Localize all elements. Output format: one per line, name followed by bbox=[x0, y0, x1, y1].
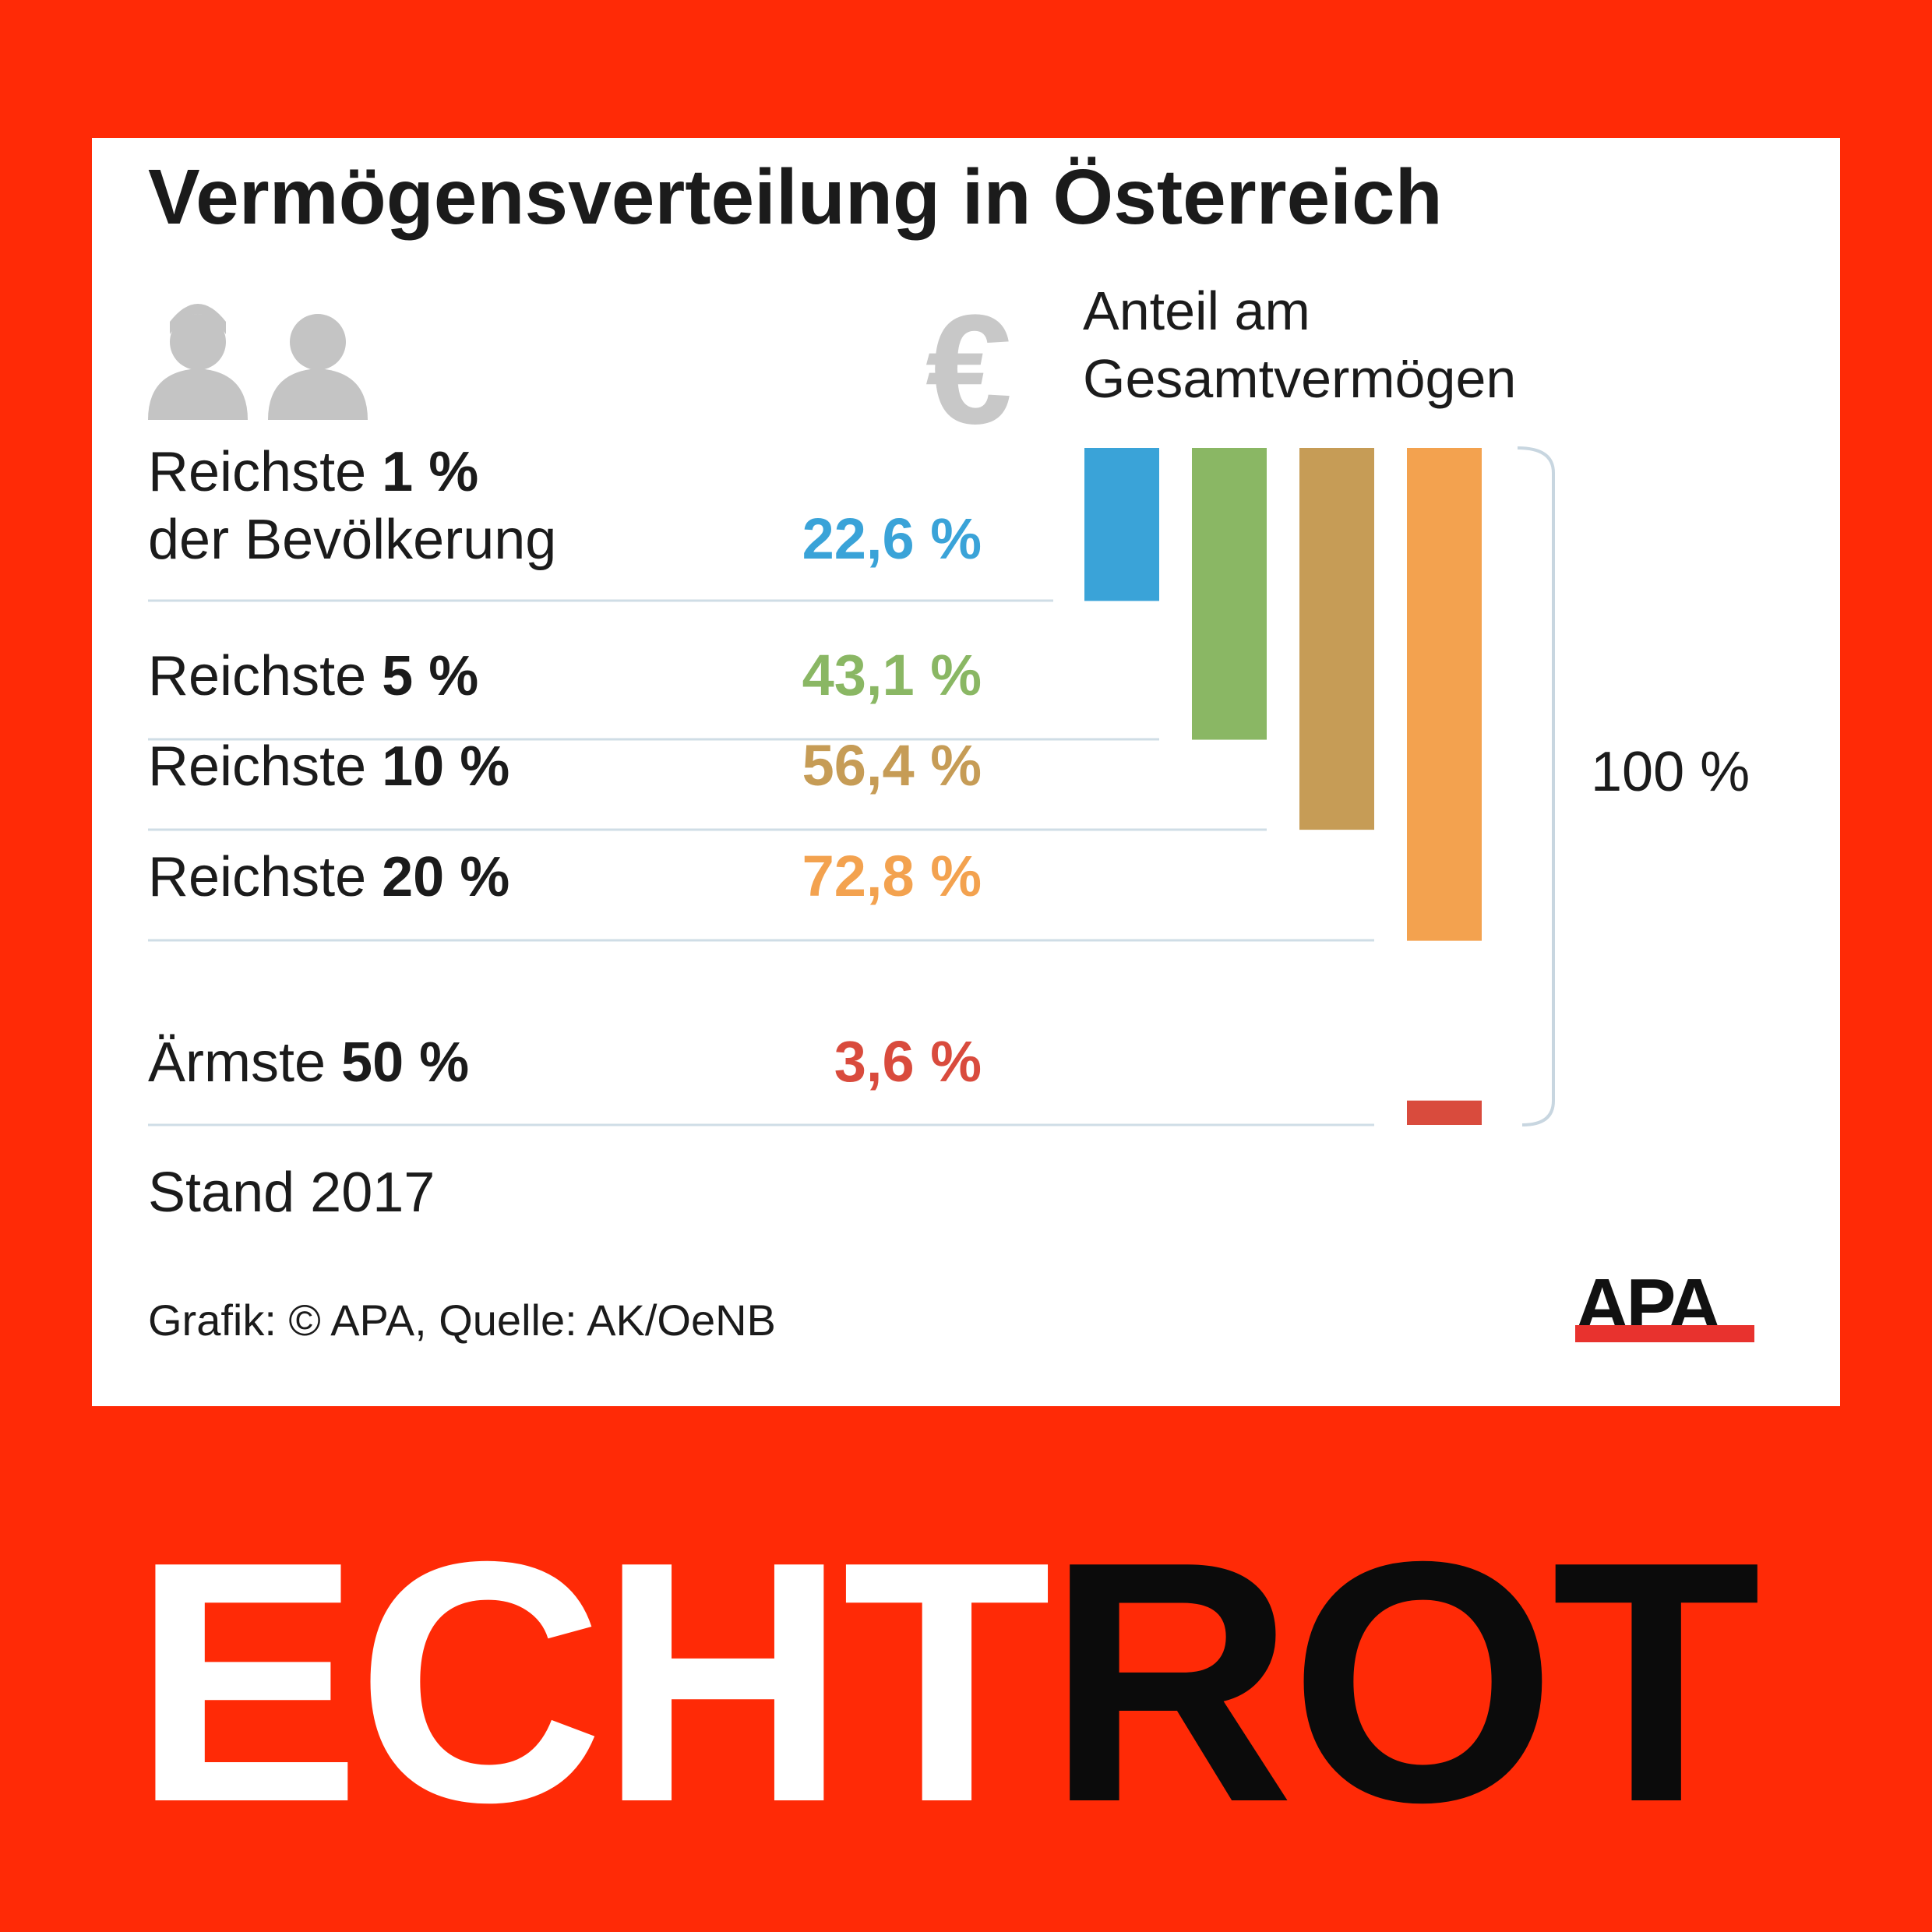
total-bracket bbox=[1517, 446, 1555, 1126]
category-prefix: Reichste bbox=[148, 645, 382, 707]
brand-part-1: ECHT bbox=[132, 1491, 1052, 1874]
people-icon bbox=[148, 304, 368, 420]
bar bbox=[1407, 448, 1482, 941]
value-label: 22,6 % bbox=[802, 506, 982, 571]
category-label: Reichste 20 % bbox=[148, 846, 509, 908]
category-group: 1 % bbox=[382, 441, 478, 503]
apa-logo-bar bbox=[1575, 1325, 1754, 1342]
category-label: Ärmste 50 % bbox=[148, 1031, 469, 1094]
category-suffix: der Bevölkerung bbox=[148, 509, 556, 571]
euro-icon: € bbox=[925, 283, 1012, 457]
bar bbox=[1407, 1100, 1482, 1125]
bar bbox=[1084, 448, 1159, 601]
category-prefix: Ärmste bbox=[148, 1031, 341, 1094]
value-label: 56,4 % bbox=[802, 733, 982, 798]
bar bbox=[1192, 448, 1267, 740]
category-prefix: Reichste bbox=[148, 441, 382, 503]
value-header-line-2: Gesamtvermögen bbox=[1083, 348, 1516, 409]
brand-part-2: ROT bbox=[1046, 1491, 1761, 1874]
value-label: 3,6 % bbox=[834, 1029, 982, 1094]
category-label: Reichste 10 % bbox=[148, 735, 509, 798]
bar bbox=[1299, 448, 1374, 830]
chart-title: Vermögensverteilung in Österreich bbox=[148, 153, 1443, 241]
brand-wordmark: ECHTROT bbox=[132, 1511, 1846, 1854]
category-group: 5 % bbox=[382, 645, 478, 707]
source-text: Grafik: © APA, Quelle: AK/OeNB bbox=[148, 1296, 776, 1345]
category-group: 10 % bbox=[382, 735, 509, 798]
apa-logo: APA bbox=[1575, 1264, 1754, 1347]
category-prefix: Reichste bbox=[148, 735, 382, 798]
category-group: 50 % bbox=[341, 1031, 469, 1094]
value-header-line-1: Anteil am bbox=[1083, 280, 1310, 341]
note-text: Stand 2017 bbox=[148, 1162, 435, 1224]
category-prefix: Reichste bbox=[148, 846, 382, 908]
infographic-card: Vermögensverteilung in Österreich € Ante… bbox=[92, 138, 1840, 1406]
category-group: 20 % bbox=[382, 846, 509, 908]
value-label: 43,1 % bbox=[802, 643, 982, 707]
category-label: Reichste 5 % bbox=[148, 645, 478, 707]
category-label: Reichste 1 % bbox=[148, 441, 478, 503]
wealth-distribution-chart: Vermögensverteilung in Österreich € Ante… bbox=[148, 153, 1754, 1347]
value-label: 72,8 % bbox=[802, 844, 982, 908]
total-label: 100 % bbox=[1591, 741, 1750, 803]
